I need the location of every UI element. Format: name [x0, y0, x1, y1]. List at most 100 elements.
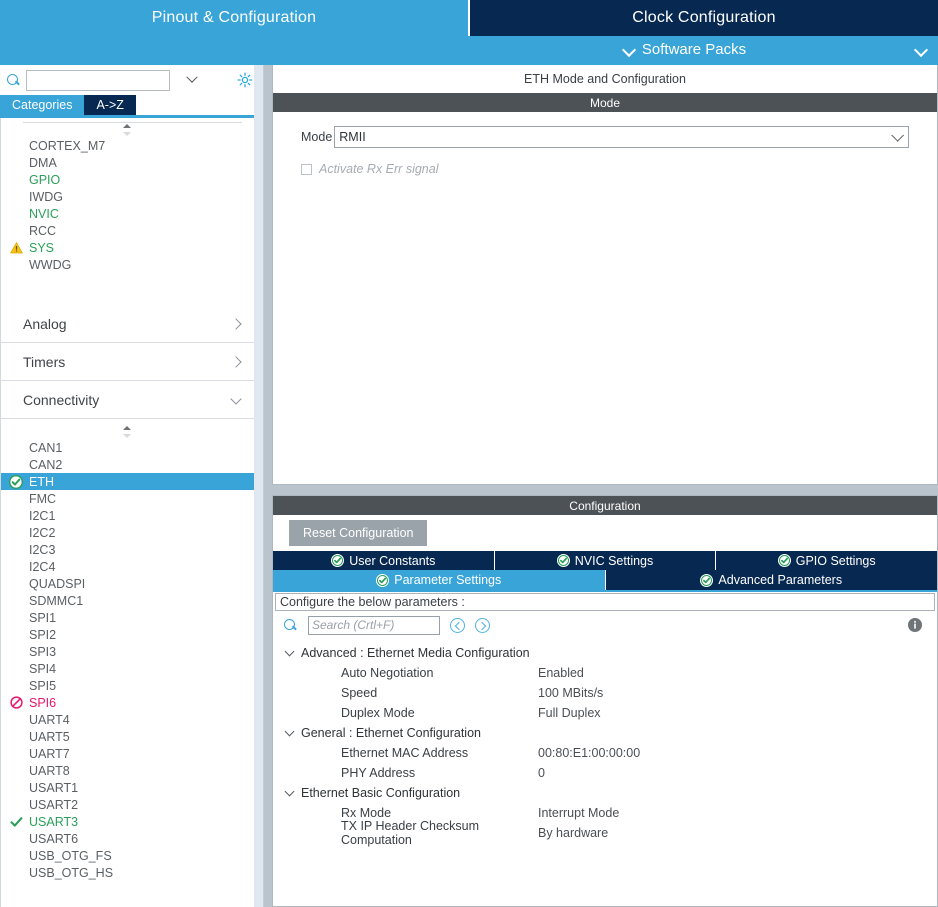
packs-expand-button[interactable] [904, 44, 938, 55]
mode-select[interactable]: RMII [334, 126, 909, 148]
sidebar-item-i2c4[interactable]: I2C4 [1, 558, 254, 575]
config-tabs-bottom: Parameter Settings Advanced Parameters [273, 570, 937, 590]
sidebar-item-i2c1[interactable]: I2C1 [1, 507, 254, 524]
reset-zone: Reset Configuration [273, 515, 937, 551]
param-group-ethernet-basic[interactable]: Ethernet Basic Configuration [273, 783, 937, 803]
configure-hint: Configure the below parameters : [275, 593, 935, 611]
sidebar-item-gpio[interactable]: GPIO [1, 171, 254, 188]
tab-pinout-configuration-label: Pinout & Configuration [151, 9, 317, 26]
param-row-tx-ip-checksum[interactable]: TX IP Header Checksum Computation By har… [273, 819, 937, 847]
tab-clock-configuration[interactable]: Clock Configuration [468, 0, 938, 36]
sidebar-item-usart2[interactable]: USART2 [1, 796, 254, 813]
tab-gpio-settings[interactable]: GPIO Settings [716, 551, 938, 570]
sidebar-item-fmc[interactable]: FMC [1, 490, 254, 507]
param-group-advanced-media[interactable]: Advanced : Ethernet Media Configuration [273, 643, 937, 663]
sidebar-item-usb-otg-hs[interactable]: USB_OTG_HS [1, 864, 254, 881]
activate-rx-err-checkbox[interactable] [301, 163, 312, 175]
sidebar-item-can2[interactable]: CAN2 [1, 456, 254, 473]
sidebar-item-usart1[interactable]: USART1 [1, 779, 254, 796]
tree-top-separator [23, 122, 242, 123]
sidebar-item-spi6[interactable]: SPI6 [1, 694, 254, 711]
sidebar-item-usart6[interactable]: USART6 [1, 830, 254, 847]
sidebar-outer-scrollbar[interactable] [254, 65, 263, 907]
sidebar-item-sdmmc1[interactable]: SDMMC1 [1, 592, 254, 609]
activate-rx-err-row[interactable]: Activate Rx Err signal [301, 162, 909, 176]
sidebar-item-spi4[interactable]: SPI4 [1, 660, 254, 677]
sidebar-item-uart4[interactable]: UART4 [1, 711, 254, 728]
tab-advanced-parameters[interactable]: Advanced Parameters [605, 570, 937, 590]
sidebar-item-label: SPI2 [29, 627, 57, 642]
item-status-icon [9, 560, 23, 574]
sidebar-item-wwdg[interactable]: WWDG [1, 256, 254, 273]
tree-spacer-2 [1, 287, 254, 305]
sidebar-item-label: USART2 [29, 797, 79, 812]
chevron-down-icon[interactable] [188, 76, 196, 84]
sidebar-item-spi2[interactable]: SPI2 [1, 626, 254, 643]
sidebar-item-can1[interactable]: CAN1 [1, 439, 254, 456]
sidebar-item-label: I2C1 [29, 508, 56, 523]
sidebar-item-label: WWDG [29, 257, 72, 272]
software-packs-menu[interactable]: Software Packs [466, 41, 904, 58]
connectivity-list-spinner[interactable] [1, 425, 254, 439]
sidebar-item-quadspi[interactable]: QUADSPI [1, 575, 254, 592]
sidebar-search-row [0, 65, 263, 95]
sidebar-item-uart7[interactable]: UART7 [1, 745, 254, 762]
sidebar-item-nvic[interactable]: NVIC [1, 205, 254, 222]
sidebar-group-timers[interactable]: Timers [1, 343, 254, 381]
parameter-search-box[interactable] [308, 615, 440, 635]
sidebar-item-i2c2[interactable]: I2C2 [1, 524, 254, 541]
item-status-icon [9, 258, 23, 272]
sidebar-item-spi1[interactable]: SPI1 [1, 609, 254, 626]
tab-nvic-settings[interactable]: NVIC Settings [494, 551, 717, 570]
item-status-icon [9, 713, 23, 727]
tab-categories[interactable]: Categories [0, 95, 85, 115]
sidebar-item-label: USART6 [29, 831, 79, 846]
param-row-phy-address[interactable]: PHY Address 0 [273, 763, 937, 783]
item-status-icon [9, 594, 23, 608]
circle-chevron-right-icon[interactable] [475, 617, 490, 633]
param-group-general-ethernet[interactable]: General : Ethernet Configuration [273, 723, 937, 743]
sidebar-item-i2c3[interactable]: I2C3 [1, 541, 254, 558]
param-row-rx-mode[interactable]: Rx Mode Interrupt Mode [273, 803, 937, 823]
param-row-duplex-mode[interactable]: Duplex Mode Full Duplex [273, 703, 937, 723]
param-group-label: General : Ethernet Configuration [301, 726, 481, 740]
sidebar-item-eth[interactable]: ETH [1, 473, 254, 490]
sidebar-item-usb-otg-fs[interactable]: USB_OTG_FS [1, 847, 254, 864]
item-status-icon [9, 577, 23, 591]
sidebar-item-usart3[interactable]: USART3 [1, 813, 254, 830]
tab-label: Advanced Parameters [718, 573, 843, 587]
sidebar-search-combo[interactable] [26, 69, 188, 91]
sidebar-item-dma[interactable]: DMA [1, 154, 254, 171]
sidebar-item-spi3[interactable]: SPI3 [1, 643, 254, 660]
main-tab-bar: Pinout & Configuration Clock Configurati… [0, 0, 938, 36]
sidebar-item-cortex-m7[interactable]: CORTEX_M7 [1, 137, 254, 154]
info-icon[interactable] [907, 617, 923, 633]
configuration-pane: ETH Mode and Configuration Mode Mode RMI… [264, 65, 938, 907]
sidebar-item-iwdg[interactable]: IWDG [1, 188, 254, 205]
sidebar-item-sys[interactable]: SYS [1, 239, 254, 256]
sidebar-item-uart8[interactable]: UART8 [1, 762, 254, 779]
param-name: Auto Negotiation [341, 666, 434, 680]
system-list-spinner[interactable] [1, 123, 254, 137]
gear-icon[interactable] [235, 70, 255, 90]
sidebar-item-uart5[interactable]: UART5 [1, 728, 254, 745]
param-group-label: Ethernet Basic Configuration [301, 786, 461, 800]
sidebar-group-analog[interactable]: Analog [1, 305, 254, 343]
reset-configuration-button[interactable]: Reset Configuration [289, 520, 428, 546]
chevron-right-icon [230, 318, 242, 330]
param-row-auto-negotiation[interactable]: Auto Negotiation Enabled [273, 663, 937, 683]
tab-parameter-settings[interactable]: Parameter Settings [273, 570, 606, 590]
param-row-speed[interactable]: Speed 100 MBits/s [273, 683, 937, 703]
search-input[interactable] [27, 73, 188, 87]
tab-pinout-configuration[interactable]: Pinout & Configuration [0, 0, 468, 36]
sidebar-group-connectivity[interactable]: Connectivity [1, 381, 254, 419]
tab-user-constants[interactable]: User Constants [273, 551, 495, 570]
circle-chevron-left-icon[interactable] [450, 617, 465, 633]
tab-a-to-z[interactable]: A->Z [84, 95, 136, 115]
sidebar-item-spi5[interactable]: SPI5 [1, 677, 254, 694]
param-row-mac-address[interactable]: Ethernet MAC Address 00:80:E1:00:00:00 [273, 743, 937, 763]
sidebar-item-label: GPIO [29, 172, 61, 187]
parameter-search-input[interactable] [312, 618, 436, 632]
sidebar-item-rcc[interactable]: RCC [1, 222, 254, 239]
